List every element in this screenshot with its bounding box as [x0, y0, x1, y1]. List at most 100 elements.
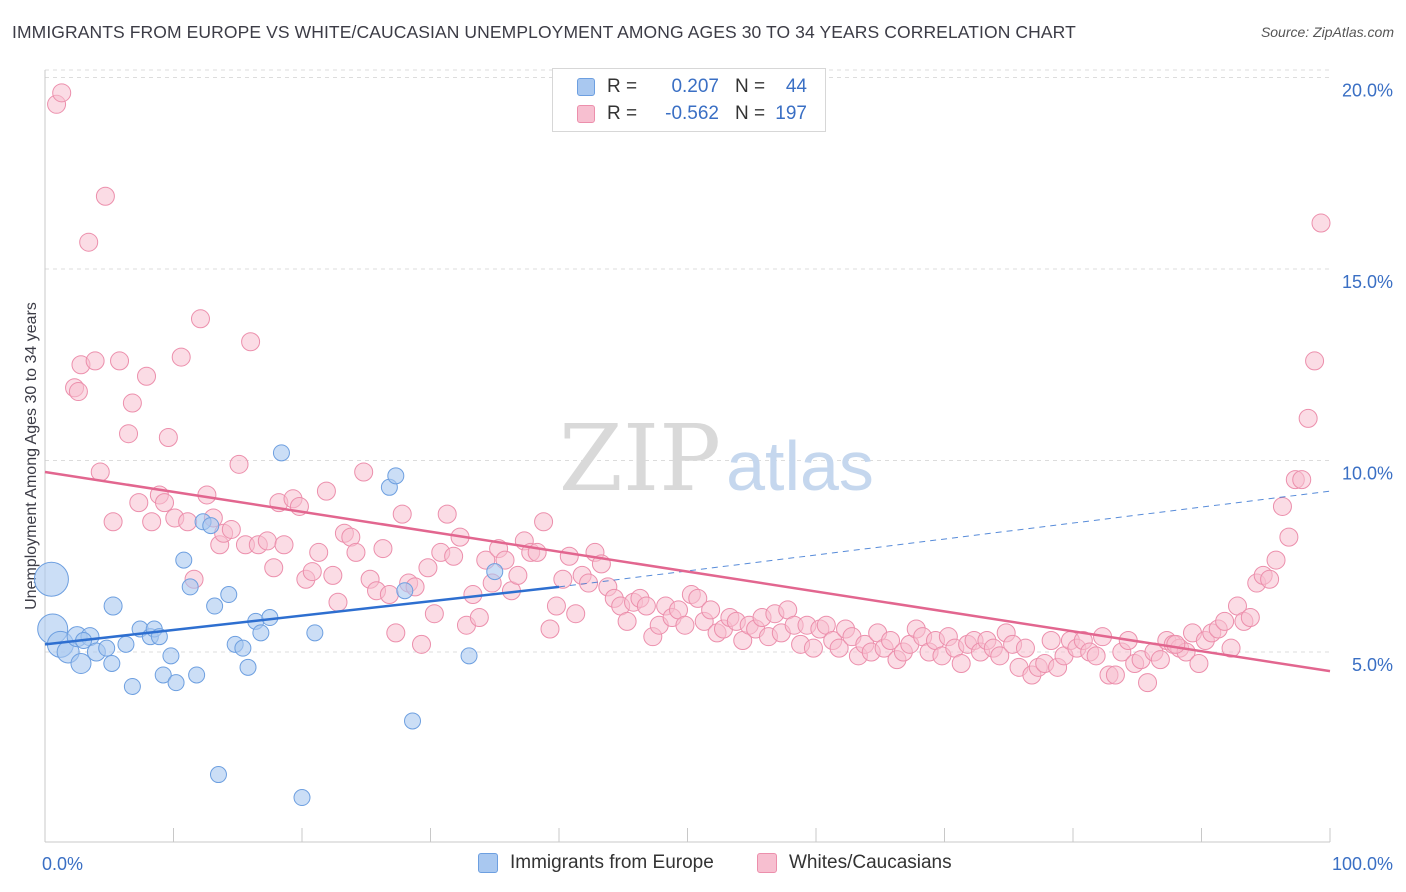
pink-point [617, 611, 637, 631]
legend-label: Whites/Caucasians [789, 852, 952, 873]
pink-point [1292, 470, 1312, 490]
chart-title: IMMIGRANTS FROM EUROPE VS WHITE/CAUCASIA… [12, 22, 1076, 42]
blue-point [239, 658, 257, 676]
pink-point [316, 481, 336, 501]
pink-point [171, 347, 191, 367]
pink-trend-line [44, 470, 1331, 673]
blue-point [306, 624, 324, 642]
pink-point [346, 542, 366, 562]
legend-item-whites[interactable]: Whites/Caucasians [757, 852, 952, 874]
blue-point [123, 677, 141, 695]
blue-trend-line [44, 585, 560, 646]
pink-point [990, 646, 1010, 666]
pink-point [1105, 665, 1125, 685]
pink-point [469, 608, 489, 628]
legend-row-pink: R = -0.562 N = 197 [577, 102, 807, 126]
blue-point [162, 647, 180, 665]
pink-point [540, 619, 560, 639]
source-label: Source: ZipAtlas.com [1260, 24, 1394, 40]
blue-series-points [33, 444, 504, 807]
pink-point [129, 493, 149, 513]
y-tick-label: 5.0% [1352, 655, 1393, 675]
blue-point [387, 467, 405, 485]
legend-n-value: 44 [785, 76, 807, 97]
pink-point [951, 653, 971, 673]
pink-point [1305, 351, 1325, 371]
legend-item-immigrants[interactable]: Immigrants from Europe [478, 852, 714, 874]
legend-r-value: -0.562 [665, 103, 719, 124]
x-tick-label: 0.0% [42, 854, 83, 874]
pink-point [1041, 631, 1061, 651]
pink-series-points [47, 83, 1331, 693]
pink-point [85, 351, 105, 371]
pink-point [495, 550, 515, 570]
pink-point [675, 615, 695, 635]
pink-point [553, 569, 573, 589]
pink-point [119, 424, 139, 444]
correlation-legend: R = 0.207 N = 44 R = -0.562 N = 197 [552, 68, 826, 132]
pink-point [1150, 650, 1170, 670]
blue-point [272, 444, 290, 462]
axes [44, 70, 1331, 843]
pink-point [829, 638, 849, 658]
x-tick-label: 100.0% [1332, 854, 1393, 874]
pink-point [95, 186, 115, 206]
pink-point [103, 512, 123, 532]
watermark-zip: ZIP [559, 405, 721, 512]
blue-point [103, 596, 123, 616]
pink-point [1166, 634, 1186, 654]
pink-point [444, 546, 464, 566]
tick-labels: 5.0% 10.0% 15.0% 20.0% 0.0% 100.0% [42, 81, 1393, 875]
blue-point [220, 586, 238, 604]
watermark: ZIP atlas [559, 405, 874, 512]
pink-point [309, 542, 329, 562]
legend-n-value: 197 [775, 103, 807, 124]
pink-swatch [577, 105, 595, 123]
legend-r-value: 0.207 [671, 76, 719, 97]
pink-point [701, 600, 721, 620]
pink-point [636, 596, 656, 616]
pink-point [274, 535, 294, 555]
pink-point [1215, 611, 1235, 631]
blue-point [404, 712, 422, 730]
pink-point [559, 546, 579, 566]
pink-point [90, 462, 110, 482]
pink-point [412, 634, 432, 654]
pink-point [1086, 646, 1106, 666]
blue-point [98, 639, 116, 657]
pink-point [579, 573, 599, 593]
grid-lines [45, 69, 1330, 653]
pink-point [1015, 638, 1035, 658]
legend-label: Immigrants from Europe [510, 852, 714, 873]
pink-point [373, 539, 393, 559]
blue-point [486, 563, 504, 581]
pink-point [379, 585, 399, 605]
blue-point [70, 652, 92, 674]
blue-point [181, 578, 199, 596]
blue-point [202, 517, 220, 535]
pink-point [241, 332, 261, 352]
blue-point [460, 647, 478, 665]
blue-point [396, 582, 414, 600]
pink-point [68, 382, 88, 402]
blue-point [154, 666, 172, 684]
pink-point [137, 366, 157, 386]
pink-point [328, 592, 348, 612]
blue-point [167, 674, 185, 692]
trend-lines [44, 470, 1331, 673]
pink-point [1311, 213, 1331, 233]
pink-point [881, 631, 901, 651]
blue-point [293, 789, 311, 807]
watermark-atlas: atlas [726, 427, 874, 505]
y-tick-label: 10.0% [1342, 464, 1393, 484]
blue-point [209, 766, 227, 784]
legend-row-blue: R = 0.207 N = 44 [577, 75, 807, 99]
pink-point [221, 519, 241, 539]
pink-point [122, 393, 142, 413]
pink-point [323, 565, 343, 585]
pink-point [110, 351, 130, 371]
pink-point [392, 504, 412, 524]
pink-point [1266, 550, 1286, 570]
pink-point [1272, 496, 1292, 516]
